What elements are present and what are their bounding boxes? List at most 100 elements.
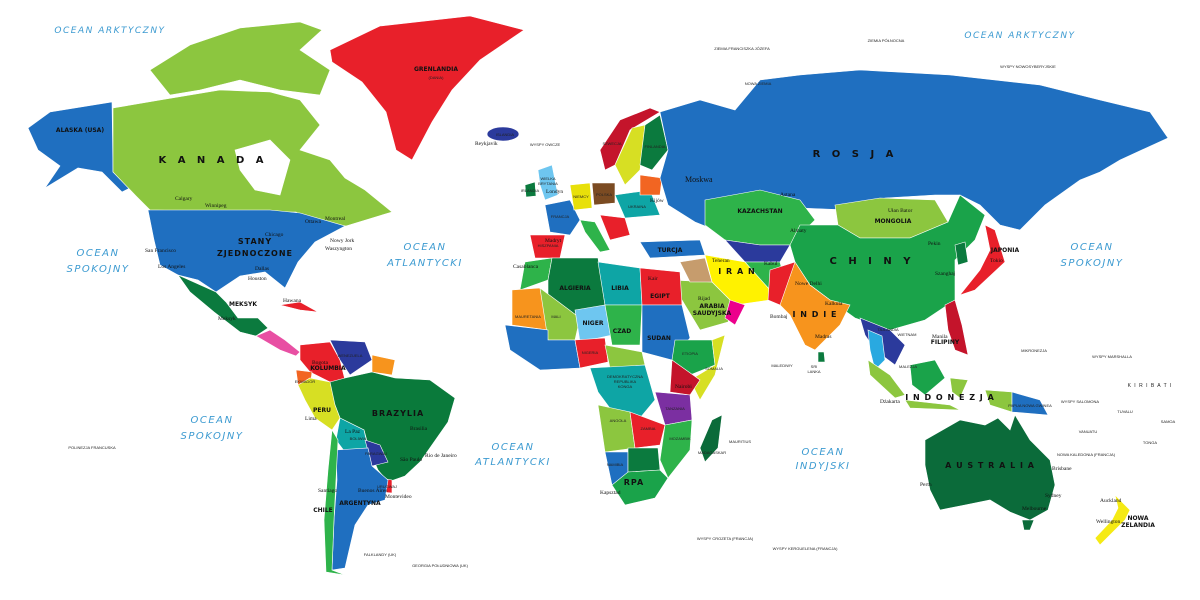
country-usa[interactable] xyxy=(147,209,346,293)
ocean-label-pacific-ne-1: OCEAN xyxy=(1071,242,1114,253)
label-libia: LIBIA xyxy=(611,285,629,292)
tasmania[interactable] xyxy=(1021,519,1035,531)
country-mexico[interactable] xyxy=(177,274,269,337)
oceania xyxy=(867,359,1131,546)
country-philippines[interactable] xyxy=(944,299,969,356)
city-kabul: Kabul xyxy=(764,261,778,267)
label-zambia: ZAMBIA xyxy=(641,426,656,431)
country-thailand[interactable] xyxy=(867,329,886,371)
country-poland[interactable] xyxy=(591,182,616,206)
label-tanzania: TANZANIA xyxy=(665,406,685,411)
city-nowe-delhi: Nowe Delhi xyxy=(795,281,822,287)
city-sydney: Sydney xyxy=(1045,493,1062,499)
city-tokio: Tokio xyxy=(990,258,1003,264)
label-szwecja: SZWECJA xyxy=(602,141,621,146)
country-guiana[interactable] xyxy=(371,354,396,376)
country-south-africa[interactable] xyxy=(611,469,669,506)
country-indonesia-sulawesi[interactable] xyxy=(949,377,969,399)
ocean-label-indian-2: INDYJSKI xyxy=(795,461,850,472)
country-iceland[interactable] xyxy=(486,126,520,142)
country-sri-lanka[interactable] xyxy=(817,351,826,363)
label-peru: PERU xyxy=(313,407,331,414)
country-somalia[interactable] xyxy=(689,334,726,401)
label-falklandy: FALKLANDY (UK) xyxy=(364,552,397,557)
label-drk-3: KONGA xyxy=(618,384,633,389)
country-libya[interactable] xyxy=(597,261,643,306)
canada-arctic-islands[interactable] xyxy=(149,21,331,96)
label-ekwador: EKWADOR xyxy=(295,379,316,384)
label-kerguelen: WYSPY KERGUELENA (FRANCJA) xyxy=(773,546,838,551)
country-oman[interactable] xyxy=(724,299,746,326)
country-chile[interactable] xyxy=(323,429,346,576)
country-uk[interactable] xyxy=(537,164,559,201)
city-houston: Houston xyxy=(248,276,267,282)
label-islandia: ISLANDIA xyxy=(496,132,515,137)
country-indonesia-sumatra[interactable] xyxy=(867,359,906,399)
label-niemcy: NIEMCY xyxy=(573,194,589,199)
label-vanuatu: VANUATU xyxy=(1079,429,1098,434)
city-casablanca: Casablanca xyxy=(513,264,539,270)
label-chile: CHILE xyxy=(313,507,333,514)
country-new-zealand[interactable] xyxy=(1094,494,1131,546)
country-finland[interactable] xyxy=(639,114,669,171)
country-ukraine[interactable] xyxy=(614,189,661,219)
label-wielka-1: WIELKA xyxy=(540,176,555,181)
country-ireland[interactable] xyxy=(524,181,537,198)
country-balkans[interactable] xyxy=(599,214,631,241)
city-santiago: Santiago xyxy=(318,488,337,494)
country-india[interactable] xyxy=(779,261,851,351)
label-rosja: R O S J A xyxy=(813,149,898,160)
country-madagascar[interactable] xyxy=(699,414,723,463)
label-mikronezja: MIKRONEZJA xyxy=(1021,348,1047,353)
country-iraq[interactable] xyxy=(679,257,713,283)
island-labels: ZIEMIA FRANCISZKA JÓZEFA NOWA ZIEMIA ZIE… xyxy=(68,38,1175,568)
label-mozambik: MOZAMBIK xyxy=(669,436,691,441)
north-america xyxy=(27,15,525,357)
label-niger: NIGER xyxy=(583,320,604,327)
country-cuba[interactable] xyxy=(279,301,319,313)
country-australia[interactable] xyxy=(924,414,1056,521)
country-germany[interactable] xyxy=(569,182,593,211)
label-marshall: WYSPY MARSHALLA xyxy=(1092,354,1132,359)
country-chad[interactable] xyxy=(604,304,643,346)
country-indonesia-java[interactable] xyxy=(904,399,961,411)
label-brazylia: BRAZYLIA xyxy=(372,409,424,418)
city-dallas: Dallas xyxy=(255,266,269,272)
country-zambia[interactable] xyxy=(629,411,666,449)
label-madagaskar: MADAGASKAR xyxy=(698,450,726,455)
country-mozambique[interactable] xyxy=(659,419,693,479)
city-reykjavik: Reykjavik xyxy=(475,141,498,147)
country-korea[interactable] xyxy=(954,241,969,266)
country-belarus[interactable] xyxy=(639,174,663,196)
country-borneo[interactable] xyxy=(909,359,946,396)
label-ziemia-fj: ZIEMIA FRANCISZKA JÓZEFA xyxy=(714,46,770,51)
country-venezuela[interactable] xyxy=(329,339,373,376)
country-papua-new-guinea[interactable] xyxy=(1011,391,1049,416)
ocean-label-atlantic-n-2: ATLANTYCKI xyxy=(386,258,463,269)
country-botswana[interactable] xyxy=(627,447,661,473)
label-algieria: ALGIERIA xyxy=(559,285,591,292)
city-bogota: Bogota xyxy=(312,360,328,366)
country-france[interactable] xyxy=(544,199,581,236)
country-greenland[interactable] xyxy=(329,15,525,161)
city-dzakarta: Dżakarta xyxy=(880,399,900,405)
country-norway[interactable] xyxy=(599,107,661,171)
city-moskwa: Moskwa xyxy=(685,175,713,184)
ocean-label-arctic-east: OCEAN ARKTYCZNY xyxy=(964,31,1075,41)
country-italy[interactable] xyxy=(579,219,611,253)
country-japan[interactable] xyxy=(959,224,1006,296)
south-america xyxy=(295,339,456,576)
country-ethiopia[interactable] xyxy=(671,339,716,376)
country-alaska[interactable] xyxy=(27,101,131,193)
label-kolumbia: KOLUMBIA xyxy=(310,365,346,372)
country-central-asia[interactable] xyxy=(724,239,791,263)
city-san-francisco: San Francisco xyxy=(145,248,176,254)
label-australia: A U S T R A L I A xyxy=(945,461,1035,470)
label-malezja: MALEZJA xyxy=(899,364,917,369)
country-nigeria[interactable] xyxy=(574,337,609,369)
label-paragwaj: PARAGWAJ xyxy=(365,451,387,456)
asia xyxy=(639,69,1169,371)
label-francja: FRANCJA xyxy=(551,214,570,219)
label-mongolia: MONGOLIA xyxy=(875,218,912,225)
